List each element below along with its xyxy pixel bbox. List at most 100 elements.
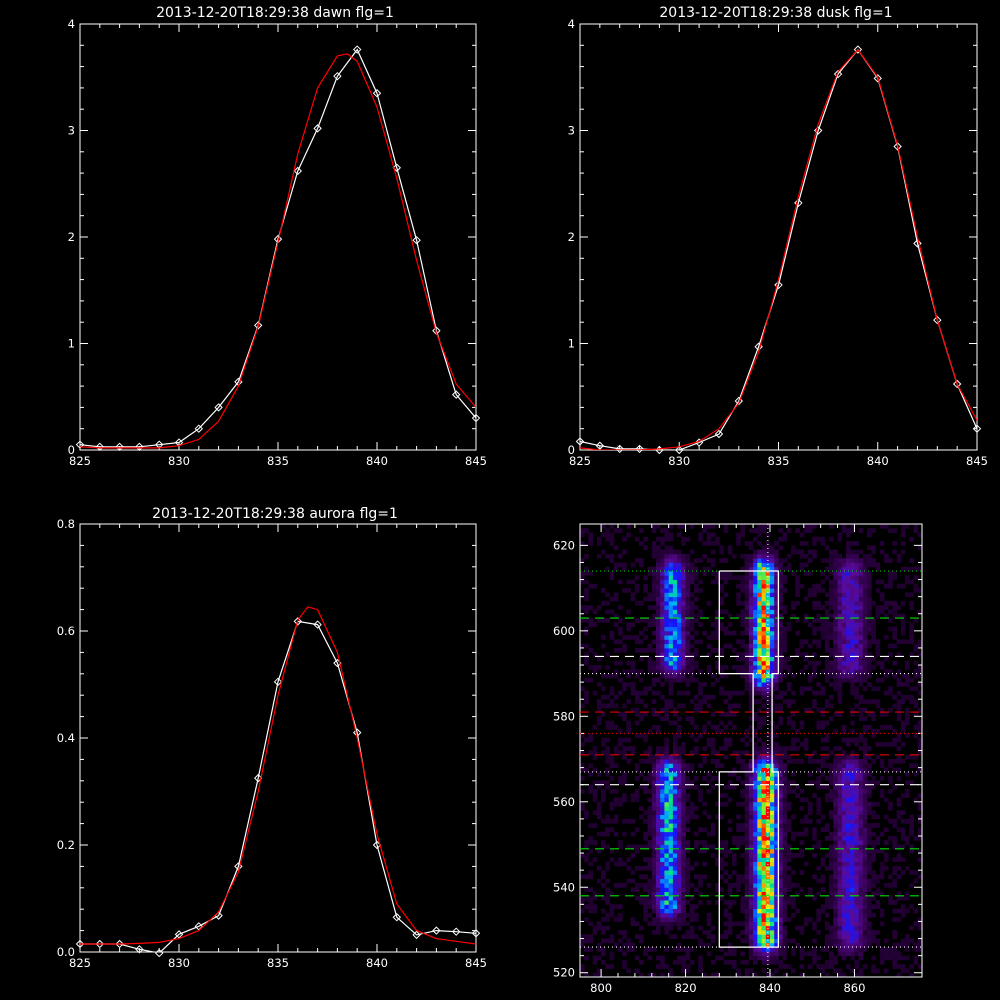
chart-title: 2013-12-20T18:29:38 aurora flg=1	[152, 506, 398, 522]
data-point	[115, 939, 124, 949]
x-tick-label: 845	[465, 956, 487, 970]
data-point	[933, 315, 942, 325]
y-tick-label: 580	[553, 709, 575, 723]
x-tick-label: 840	[366, 454, 388, 468]
y-tick-label: 2	[68, 230, 75, 244]
data-point	[135, 442, 144, 452]
x-tick-label: 825	[69, 956, 91, 970]
x-tick-label: 845	[465, 454, 487, 468]
x-tick-label: 800	[590, 981, 612, 995]
heatmap-pixels	[580, 524, 923, 978]
data-point	[372, 89, 382, 98]
data-point	[135, 945, 144, 954]
x-tick-label: 830	[168, 956, 190, 970]
data-point	[853, 45, 863, 54]
y-tick-label: 0.2	[57, 838, 75, 852]
y-tick-label: 560	[553, 795, 575, 809]
data-point	[813, 126, 823, 135]
data-point	[392, 913, 402, 922]
y-tick-label: 3	[568, 124, 575, 138]
data-line	[80, 48, 476, 448]
data-line	[80, 620, 476, 952]
fit-line	[80, 606, 476, 945]
x-tick-label: 835	[768, 454, 790, 468]
y-tick-label: 0.8	[57, 517, 75, 531]
data-point	[412, 930, 421, 940]
extraction-box	[718, 570, 780, 948]
data-point	[913, 239, 922, 248]
y-tick-label: 520	[553, 966, 575, 980]
y-tick-label: 620	[553, 538, 575, 552]
data-point	[95, 939, 105, 949]
data-point	[432, 926, 441, 935]
data-point	[615, 444, 624, 454]
chart-title: 2013-12-20T18:29:38 dusk flg=1	[659, 5, 892, 21]
x-tick-label: 840	[366, 956, 388, 970]
y-tick-label: 4	[568, 17, 575, 31]
data-point	[794, 198, 803, 208]
data-point	[313, 124, 322, 133]
y-tick-label: 600	[553, 624, 575, 638]
x-tick-label: 860	[843, 981, 865, 995]
data-point	[392, 163, 402, 172]
x-tick-label: 830	[168, 454, 190, 468]
fit-line	[80, 53, 476, 449]
data-point	[471, 413, 481, 423]
fit-line	[580, 48, 977, 450]
data-point	[313, 620, 322, 629]
data-point	[952, 379, 962, 389]
data-point	[675, 445, 684, 455]
data-point	[694, 438, 704, 447]
data-point	[293, 617, 303, 626]
plot-frame	[79, 523, 477, 953]
y-tick-label: 1	[568, 337, 575, 351]
panel-dawn: 2013-12-20T18:29:38 dawn flg=1 825 830 835…	[68, 5, 487, 468]
y-tick-label: 4	[68, 17, 75, 31]
data-point	[333, 71, 342, 81]
data-point	[451, 927, 461, 936]
y-tick-label: 0	[68, 443, 75, 457]
y-tick-label: 1	[68, 337, 75, 351]
x-tick-label: 820	[675, 981, 697, 995]
panel-spectral-image: 800 820 840 860 520 540 560 580 600 620	[553, 523, 923, 995]
data-point	[352, 45, 362, 54]
data-point	[595, 441, 605, 450]
data-point	[95, 442, 105, 452]
data-point	[714, 429, 724, 439]
data-point	[293, 166, 303, 176]
y-tick-label: 3	[68, 124, 75, 138]
data-point	[154, 948, 164, 958]
data-point	[115, 442, 124, 452]
data-point	[214, 403, 223, 412]
data-point	[734, 396, 744, 406]
data-point	[774, 280, 783, 290]
x-tick-label: 825	[569, 454, 591, 468]
data-point	[253, 321, 263, 330]
x-tick-label: 830	[668, 454, 690, 468]
data-point	[253, 773, 263, 783]
data-point	[471, 929, 481, 938]
y-tick-label: 540	[553, 880, 575, 894]
data-point	[575, 437, 585, 446]
data-point	[174, 930, 184, 939]
x-tick-label: 845	[966, 454, 988, 468]
data-point	[75, 440, 85, 449]
data-point	[194, 424, 204, 433]
x-tick-label: 840	[759, 981, 781, 995]
data-line	[580, 48, 977, 450]
data-point	[635, 444, 644, 454]
data-point	[833, 69, 843, 79]
chart-title: 2013-12-20T18:29:38 dawn flg=1	[156, 5, 394, 21]
x-tick-label: 840	[867, 454, 889, 468]
x-tick-label: 825	[69, 454, 91, 468]
panel-aurora: 2013-12-20T18:29:38 aurora flg=1 825 830 8…	[57, 506, 487, 970]
data-point	[893, 142, 902, 151]
data-point	[873, 74, 882, 83]
y-tick-label: 0.0	[57, 945, 75, 959]
data-point	[412, 235, 421, 245]
y-tick-label: 2	[568, 230, 575, 244]
data-point	[972, 424, 982, 433]
panel-dusk: 2013-12-20T18:29:38 dusk flg=1 825 830 835…	[568, 5, 988, 468]
y-tick-label: 0	[568, 443, 575, 457]
